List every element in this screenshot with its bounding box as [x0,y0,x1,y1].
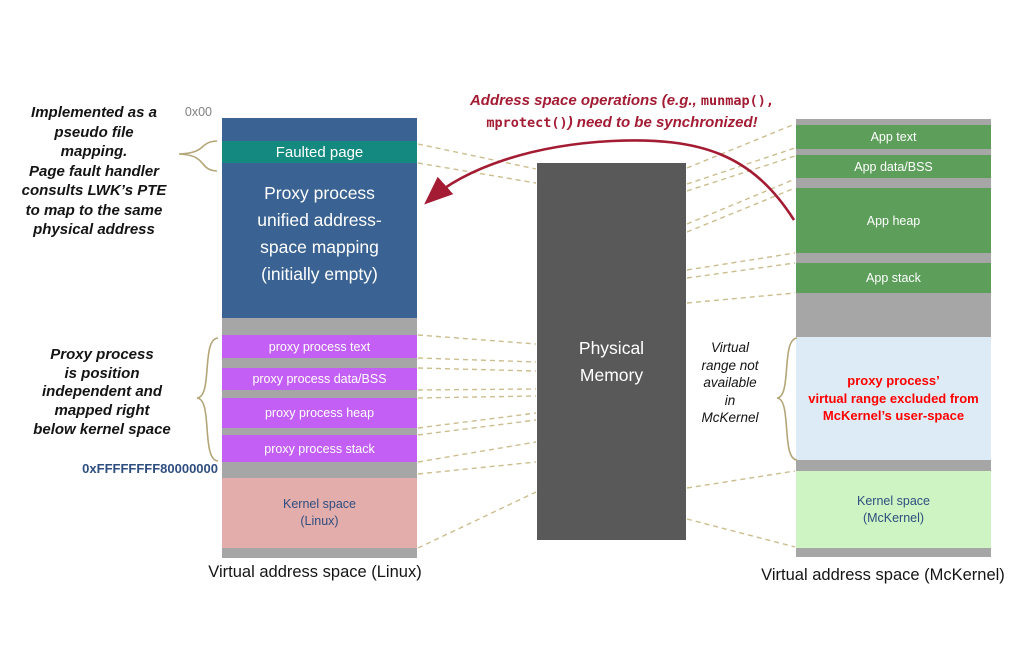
address-label-kernel-base: 0xFFFFFFFF80000000 [82,461,218,476]
physical-memory-box: Physical Memory [537,163,686,540]
mckernel-spacer [796,149,991,155]
annotation-virtual-range: Virtual range not available in McKernel [701,340,759,426]
linux-band-proxy-data-bss: proxy process data/BSS [222,368,417,390]
sync-note-mprotect: mprotect() [486,115,568,131]
mckernel-spacer [796,253,991,263]
excluded-range-brace [776,337,798,461]
linux-kernel-space-band: Kernel space (Linux) [222,478,417,548]
linux-column-caption: Virtual address space (Linux) [208,563,422,581]
linux-physical-connectors [417,143,537,549]
linux-spacer [222,358,417,368]
mckernel-band-app-heap: App heap [796,188,991,253]
mckernel-kernel-space-band: Kernel space (McKernel) [796,471,991,548]
linux-spacer [222,318,417,335]
linux-spacer [222,390,417,398]
mckernel-physical-connectors [686,123,796,548]
mckernel-spacer [796,119,991,125]
faulted-page-brace [178,140,218,172]
linux-spacer [222,428,417,435]
proxy-bands-brace [196,337,219,462]
linux-unified-mapping-label: Proxy process unified address- space map… [257,183,382,284]
sync-note-text2: ) need to be synchronized! [567,114,758,131]
linux-band-proxy-stack: proxy process stack [222,435,417,462]
linux-spacer [222,462,417,478]
annotation-position-independent: Proxy process is position independent an… [33,346,171,438]
mckernel-spacer [796,178,991,188]
address-label-0x00: 0x00 [184,105,212,119]
mckernel-band-app-stack: App stack [796,263,991,293]
mckernel-band-app-text: App text [796,125,991,149]
linux-faulted-page-band: Faulted page [222,141,417,163]
linux-band-proxy-text: proxy process text [222,335,417,358]
sync-note-line2: mprotect()) need to be synchronized! [436,112,808,134]
mckernel-spacer [796,548,991,557]
mckernel-band-app-data-bss: App data/BSS [796,155,991,178]
mckernel-spacer-large [796,293,991,337]
linux-band-proxy-heap: proxy process heap [222,398,417,428]
mckernel-spacer [796,460,991,471]
annotation-pseudo-file-mapping: Implemented as a pseudo file mapping. Pa… [21,104,167,238]
sync-note-line1: Address space operations (e.g., munmap()… [436,90,808,112]
sync-note-text1: Address space operations (e.g., [469,92,701,109]
sync-note: Address space operations (e.g., munmap()… [436,90,808,134]
sync-note-munmap: munmap(), [700,93,775,109]
mckernel-column-caption: Virtual address space (McKernel) [761,566,1005,584]
mckernel-excluded-range-band: proxy process’ virtual range excluded fr… [796,337,991,460]
linux-spacer [222,548,417,558]
physical-memory-label: Physical Memory [578,338,645,385]
